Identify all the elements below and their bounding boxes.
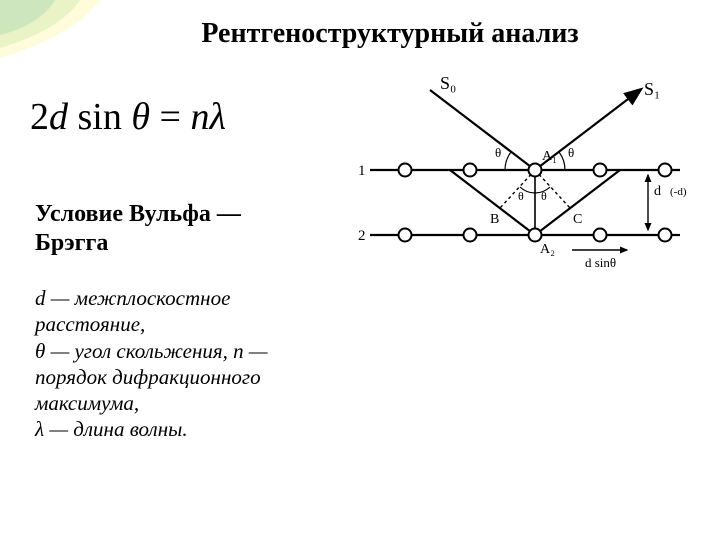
theta-arc-left [505, 152, 511, 170]
subtitle-line2: Брэгга [35, 230, 108, 256]
desc-l3: θ — угол скольжения, n — [35, 339, 268, 363]
label-theta-il: θ [518, 189, 524, 203]
atom [464, 229, 477, 242]
desc-l4: порядок дифракционного [35, 365, 261, 389]
subtitle-line1: Условие Вульфа — [35, 201, 241, 227]
label-d: d [654, 184, 661, 199]
label-theta-l: θ [495, 145, 501, 160]
atom [594, 229, 607, 242]
page-title: Рентгеноструктурный анализ [0, 18, 720, 50]
desc-l2: расстояние, [35, 312, 145, 336]
label-theta-r: θ [568, 145, 574, 160]
atom [594, 164, 607, 177]
atom [529, 164, 542, 177]
atom [659, 229, 672, 242]
atom [529, 229, 542, 242]
label-dsin: d sinθ [585, 255, 616, 270]
desc-l1: d — межплоскостное [35, 286, 230, 310]
parameter-description: d — межплоскостное расстояние, θ — угол … [35, 285, 355, 443]
bragg-diagram: S₀ S₁ 1 2 A₁ A₂ B C θ θ θ θ d (-d) d sin… [340, 75, 710, 285]
label-minusd: (-d) [670, 186, 687, 198]
label-C: C [573, 212, 582, 227]
label-S1: S₁ [644, 79, 660, 99]
desc-l6: λ — длина волны. [35, 417, 188, 441]
subtitle: Условие Вульфа — Брэгга [35, 200, 241, 258]
label-A2: A₂ [540, 242, 555, 257]
bragg-equation: 2d sin θ = nλ [30, 95, 226, 139]
desc-l5: максимума, [35, 391, 139, 415]
label-S0: S₀ [440, 75, 456, 93]
label-row1: 1 [358, 163, 366, 179]
label-theta-ir: θ [541, 189, 547, 203]
atom [659, 164, 672, 177]
incident-ray-1 [430, 90, 535, 170]
label-row2: 2 [358, 228, 366, 244]
atom [399, 229, 412, 242]
theta-arc-right [559, 152, 565, 170]
atom [399, 164, 412, 177]
atom [464, 164, 477, 177]
label-A1: A₁ [542, 149, 557, 164]
label-B: B [490, 212, 499, 227]
